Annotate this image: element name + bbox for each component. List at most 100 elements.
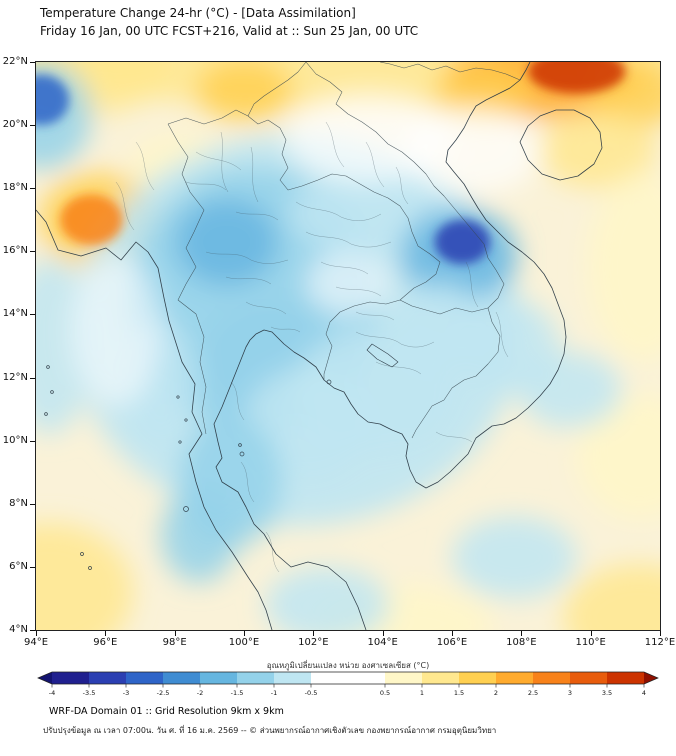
colorbar-left-arrow [38, 672, 52, 684]
footer-update-credit: ปรับปรุงข้อมูล ณ เวลา 07:00น. วัน ศ. ที่… [43, 726, 497, 735]
lon-tick-label: 112°E [644, 637, 676, 648]
lon-tick [174, 631, 176, 636]
anomaly-blob [195, 62, 293, 122]
lat-tick-label: 20°N [2, 119, 28, 131]
colorbar-tick-label: 3 [568, 689, 572, 697]
lon-tick [590, 631, 592, 636]
colorbar-tick-label: -3 [123, 689, 129, 697]
colorbar-tick-label: -4 [49, 689, 55, 697]
colorbar-tick-label: 2.5 [528, 689, 538, 697]
anomaly-blob [174, 197, 279, 287]
lon-tick [313, 631, 315, 636]
lon-tick [382, 631, 384, 636]
lon-tick [452, 631, 453, 636]
tonle-sap-lake [366, 343, 399, 368]
chart-title: Temperature Change 24-hr (°C) - [Data As… [40, 6, 356, 20]
anomaly-blob [36, 522, 134, 630]
colorbar-segment [200, 672, 237, 684]
colorbar-label: อุณหภูมิเปลี่ยนแปลง หน่วย องศาเซลเซียส (… [266, 661, 430, 670]
lat-tick-label: 12°N [2, 371, 28, 383]
lon-tick-label: 110°E [575, 637, 606, 648]
anomaly-blob [562, 563, 660, 630]
colorbar-tick-label: 4 [642, 689, 646, 697]
country-borders [167, 62, 521, 439]
anomaly-blob [517, 352, 622, 429]
colorbar-tick-label: -2 [197, 689, 203, 697]
anomaly-blob [36, 74, 69, 126]
anomaly-field-cores [36, 62, 626, 264]
lon-tick-label: 100°E [228, 637, 260, 648]
colorbar-segment [237, 672, 274, 684]
small-islands [44, 365, 332, 570]
lat-tick-label: 14°N [2, 308, 28, 320]
anomaly-field-soft [36, 62, 660, 630]
coastlines [36, 62, 603, 630]
lon-tick [244, 631, 245, 636]
lon-tick-label: 104°E [367, 637, 398, 648]
colorbar-segment [89, 672, 126, 684]
footer-domain-info: WRF-DA Domain 01 :: Grid Resolution 9km … [49, 706, 284, 717]
colorbar-segment [274, 672, 311, 684]
lon-tick-label: 102°E [298, 637, 329, 648]
anomaly-blob [389, 282, 487, 372]
anomaly-blob [289, 172, 442, 255]
lat-tick-label: 8°N [9, 497, 28, 509]
lon-tick [36, 631, 37, 636]
lon-tick-label: 98°E [162, 637, 187, 648]
anomaly-blob [434, 219, 491, 264]
colorbar-segment [126, 672, 163, 684]
lat-tick-label: 6°N [9, 560, 28, 572]
lon-tick-label: 106°E [436, 637, 468, 648]
colorbar-tick-label: -1.5 [231, 689, 244, 697]
anomaly-blob [60, 194, 123, 245]
lat-tick-label: 22°N [2, 56, 28, 67]
anomaly-blob [264, 566, 390, 630]
colorbar-segment [496, 672, 533, 684]
lat-tick-label: 18°N [2, 182, 28, 194]
anomaly-blob [538, 112, 657, 189]
anomaly-blob [306, 251, 390, 315]
colorbar-tick-label: 3.5 [602, 689, 612, 697]
colorbar-segment [570, 672, 607, 684]
lon-tick-label: 96°E [93, 637, 118, 648]
colorbar-tick-label: 0.5 [380, 689, 390, 697]
colorbar-tick-label: 1 [420, 689, 424, 697]
hainan-island [519, 109, 603, 181]
lat-tick-label: 4°N [9, 624, 28, 635]
colorbar-tick-label: -0.5 [305, 689, 318, 697]
colorbar: -4 -3.5 -3 -2.5 -2 -1.5 -1 -0.5 0.5 1 1.5 2 2.5 3 3.5 4 [37, 671, 659, 697]
colorbar-segment [163, 672, 200, 684]
lon-tick-label: 94°E [23, 637, 49, 648]
province-boundaries [115, 121, 509, 573]
colorbar-segment [422, 672, 459, 684]
colorbar-segment [311, 672, 385, 684]
temperature-anomaly-map [36, 62, 660, 630]
anomaly-blob [70, 254, 161, 406]
colorbar-segment [607, 672, 644, 684]
anomaly-blob [160, 488, 237, 583]
anomaly-blob [403, 106, 543, 195]
anomaly-blob [452, 516, 577, 599]
anomaly-blob [528, 62, 626, 94]
anomaly-blob [576, 393, 660, 520]
chart-subtitle: Friday 16 Jan, 00 UTC FCST+216, Valid at… [40, 24, 419, 38]
colorbar-right-arrow [644, 672, 658, 684]
colorbar-segment [385, 672, 422, 684]
lat-tick-label: 16°N [2, 245, 28, 257]
colorbar-segment [459, 672, 496, 684]
colorbar-segment [533, 672, 570, 684]
colorbar-tick-label: -3.5 [83, 689, 96, 697]
lon-tick [660, 631, 661, 636]
lon-tick-label: 108°E [506, 637, 537, 648]
colorbar-segment [52, 672, 89, 684]
map-plot-area [35, 61, 661, 631]
anomaly-blob [587, 172, 660, 362]
lon-tick [521, 631, 523, 636]
lat-tick-label: 10°N [2, 434, 28, 446]
colorbar-tick-label: 2 [494, 689, 498, 697]
lon-tick [105, 631, 107, 636]
colorbar-tick-label: 1.5 [454, 689, 464, 697]
colorbar-tick-label: -2.5 [157, 689, 170, 697]
colorbar-tick-label: -1 [271, 689, 277, 697]
